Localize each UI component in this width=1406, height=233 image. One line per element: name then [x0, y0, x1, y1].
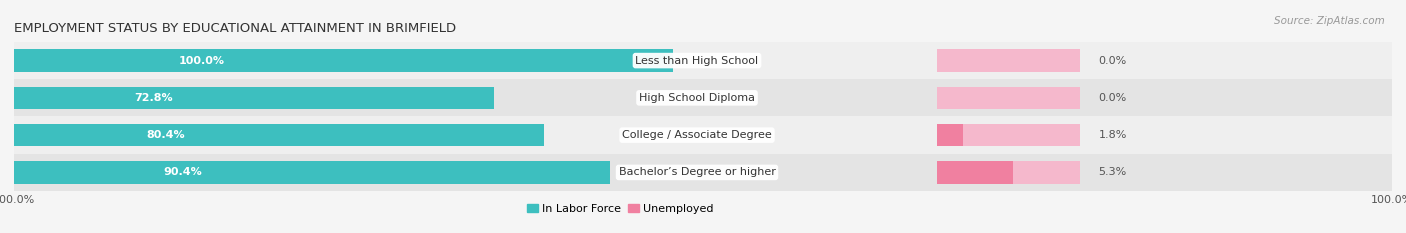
- Bar: [936, 49, 1080, 72]
- Legend: In Labor Force, Unemployed: In Labor Force, Unemployed: [522, 199, 718, 218]
- Text: 80.4%: 80.4%: [146, 130, 186, 140]
- Text: 90.4%: 90.4%: [163, 168, 201, 177]
- Bar: [936, 87, 1080, 109]
- Text: Less than High School: Less than High School: [636, 56, 759, 65]
- Bar: [14, 79, 1392, 116]
- Bar: [14, 87, 494, 109]
- Bar: [936, 124, 1080, 146]
- Text: 0.0%: 0.0%: [1098, 56, 1126, 65]
- Bar: [14, 124, 544, 146]
- Bar: [14, 161, 610, 184]
- Text: College / Associate Degree: College / Associate Degree: [621, 130, 772, 140]
- Text: 1.8%: 1.8%: [1098, 130, 1126, 140]
- Bar: [936, 124, 963, 146]
- Text: Source: ZipAtlas.com: Source: ZipAtlas.com: [1274, 16, 1385, 26]
- Text: 5.3%: 5.3%: [1098, 168, 1126, 177]
- Text: 72.8%: 72.8%: [134, 93, 173, 103]
- Text: 0.0%: 0.0%: [1098, 93, 1126, 103]
- Text: 100.0%: 100.0%: [179, 56, 225, 65]
- Bar: [14, 116, 1392, 154]
- Bar: [14, 49, 673, 72]
- Bar: [936, 161, 1012, 184]
- Text: High School Diploma: High School Diploma: [638, 93, 755, 103]
- Bar: [936, 161, 1080, 184]
- Text: EMPLOYMENT STATUS BY EDUCATIONAL ATTAINMENT IN BRIMFIELD: EMPLOYMENT STATUS BY EDUCATIONAL ATTAINM…: [14, 22, 456, 35]
- Bar: [14, 42, 1392, 79]
- Text: Bachelor’s Degree or higher: Bachelor’s Degree or higher: [619, 168, 776, 177]
- Bar: [14, 154, 1392, 191]
